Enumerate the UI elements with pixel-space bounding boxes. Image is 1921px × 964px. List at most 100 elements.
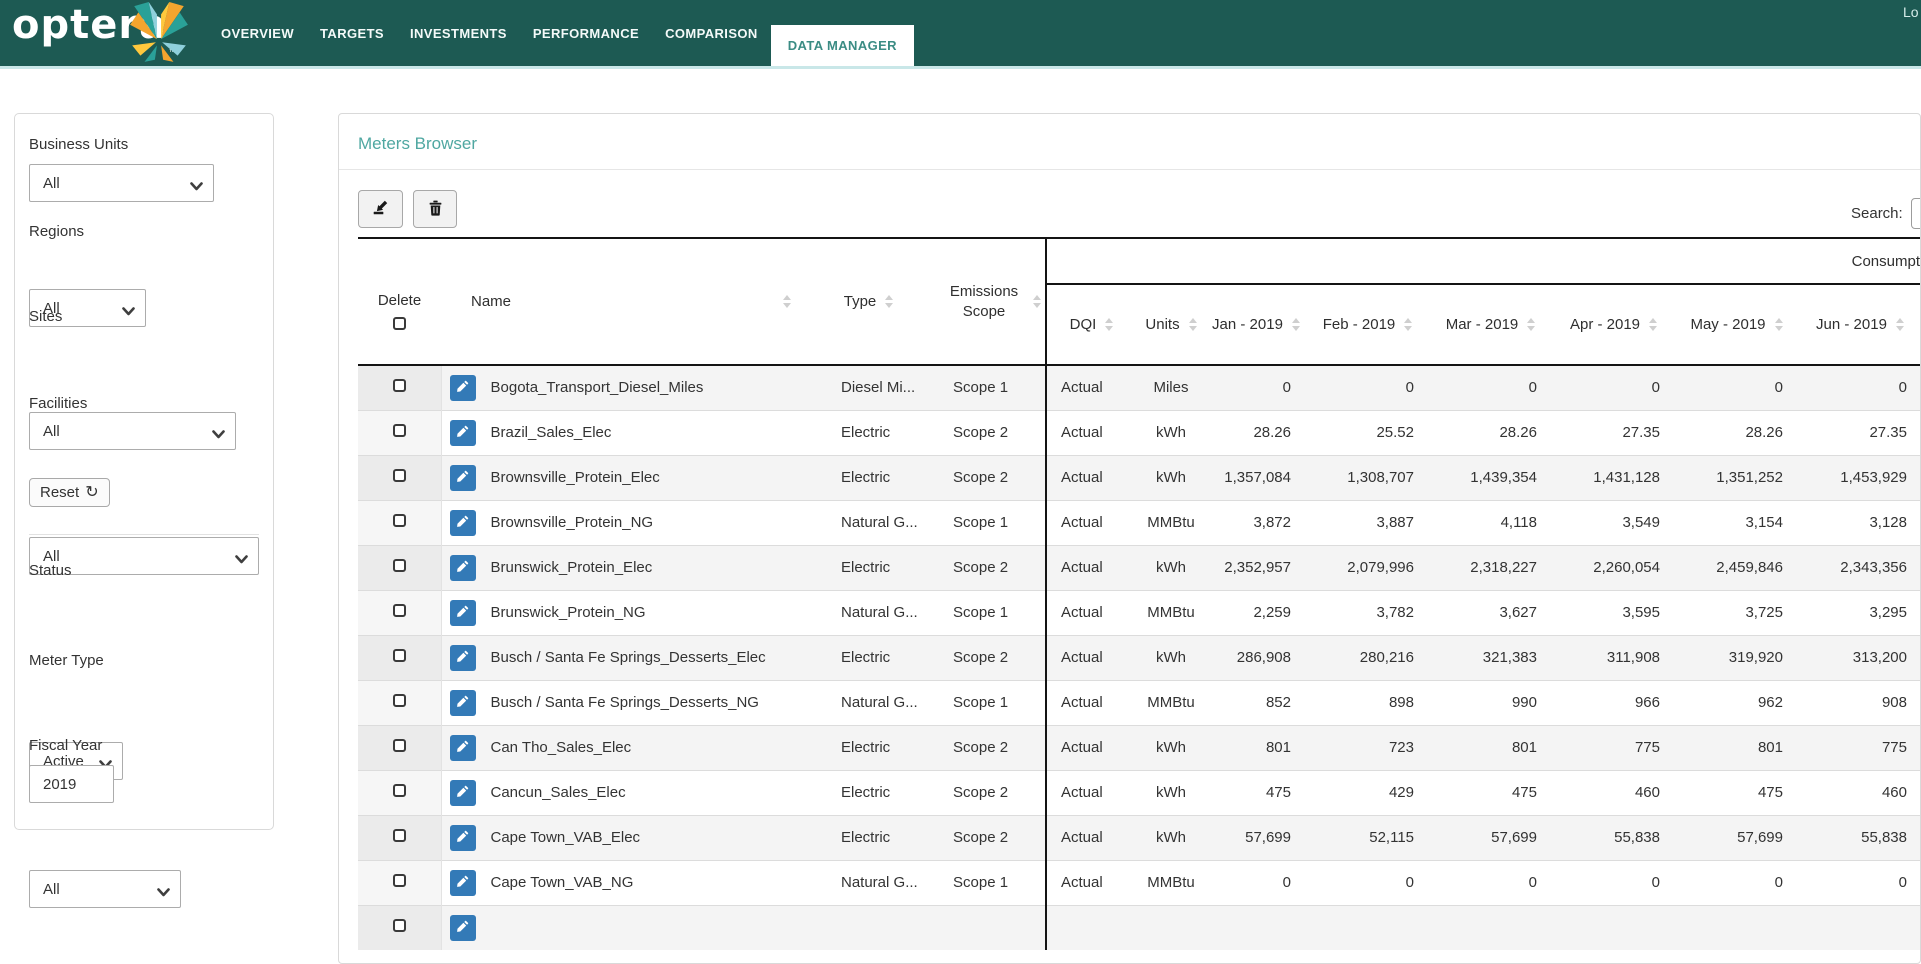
search-input[interactable] xyxy=(1910,198,1920,229)
consumption-value-cell: 27.35 xyxy=(1552,409,1675,455)
consumption-value-cell: 801 xyxy=(1206,724,1306,770)
name-cell-content: Bogota_Transport_Diesel_Miles xyxy=(449,374,802,401)
consumption-value-cell: 475 xyxy=(1675,769,1798,815)
meter-name: Cancun_Sales_Elec xyxy=(490,784,626,801)
type-cell: Electric xyxy=(801,769,936,815)
emissions-scope-cell: Scope 1 xyxy=(936,589,1046,635)
pencil-icon xyxy=(456,605,469,621)
sort-down-arrow-icon xyxy=(783,303,791,308)
page-title[interactable]: Meters Browser xyxy=(358,134,478,153)
nav-item-targets[interactable]: TARGETS xyxy=(320,25,384,41)
consumption-value-cell: 1,439,354 xyxy=(1429,454,1552,500)
col-header-units[interactable]: Units xyxy=(1136,284,1206,366)
header-cell: Jan - 2019 xyxy=(1206,316,1306,333)
dqi-cell: Actual xyxy=(1045,365,1136,410)
logout-link[interactable]: Lo xyxy=(1903,4,1919,20)
col-header-apr-2019[interactable]: Apr - 2019 xyxy=(1552,284,1675,366)
consumption-value-cell: 1,308,707 xyxy=(1306,454,1429,500)
meter-type-select[interactable]: All xyxy=(29,870,181,908)
row-checkbox[interactable] xyxy=(392,649,406,662)
pencil-icon xyxy=(456,740,469,756)
row-checkbox[interactable] xyxy=(392,469,406,482)
units-cell: MMBtu xyxy=(1136,679,1206,725)
col-header-name[interactable]: Name xyxy=(441,238,801,366)
nav-item-comparison[interactable]: COMPARISON xyxy=(665,25,758,41)
edit-button[interactable] xyxy=(449,779,476,806)
consumption-value-cell: 852 xyxy=(1206,679,1306,725)
nav-item-investments[interactable]: INVESTMENTS xyxy=(409,25,507,41)
edit-button[interactable] xyxy=(449,419,476,446)
col-header-mar-2019[interactable]: Mar - 2019 xyxy=(1429,284,1552,366)
fiscal-year-input[interactable] xyxy=(29,765,114,803)
delete-selected-button[interactable] xyxy=(413,190,457,228)
row-checkbox[interactable] xyxy=(392,514,406,527)
sort-up-arrow-icon xyxy=(1033,295,1041,300)
edit-button[interactable] xyxy=(449,509,476,536)
col-header-jun-2019[interactable]: Jun - 2019 xyxy=(1798,284,1920,366)
column-label: Type xyxy=(843,293,877,310)
consumption-value-cell: 55,838 xyxy=(1798,814,1920,860)
pencil-icon xyxy=(456,515,469,531)
col-header-jan-2019[interactable]: Jan - 2019 xyxy=(1206,284,1306,366)
row-checkbox[interactable] xyxy=(392,919,406,933)
col-header-type[interactable]: Type xyxy=(801,238,936,366)
reset-button[interactable]: Reset ↻ xyxy=(29,478,110,507)
nav-item-performance[interactable]: PERFORMANCE xyxy=(532,25,640,41)
row-checkbox[interactable] xyxy=(392,604,406,617)
consumption-value-cell: 475 xyxy=(1206,769,1306,815)
export-button[interactable] xyxy=(358,190,403,228)
edit-button[interactable] xyxy=(449,644,476,671)
regions-select[interactable]: All xyxy=(29,289,146,327)
edit-button[interactable] xyxy=(449,374,476,401)
column-label: Jun - 2019 xyxy=(1816,316,1887,333)
consumption-value-cell: 0 xyxy=(1552,859,1675,905)
column-label: Feb - 2019 xyxy=(1322,316,1396,333)
meters-browser-panel: Meters Browser xyxy=(338,113,1921,964)
edit-button[interactable] xyxy=(449,689,476,716)
butterfly-logo-icon xyxy=(128,2,190,71)
col-header-dqi[interactable]: DQI xyxy=(1045,284,1136,366)
dqi-cell: Actual xyxy=(1045,859,1136,905)
consumption-value-cell: 28.26 xyxy=(1429,409,1552,455)
consumption-value-cell: 801 xyxy=(1429,724,1552,770)
select-all-checkbox[interactable] xyxy=(393,316,406,330)
header-cell: Mar - 2019 xyxy=(1429,316,1552,333)
row-checkbox[interactable] xyxy=(392,829,406,842)
row-checkbox[interactable] xyxy=(392,559,406,572)
units-cell: MMBtu xyxy=(1136,589,1206,635)
row-checkbox[interactable] xyxy=(392,379,406,393)
dqi-cell: Actual xyxy=(1045,814,1136,860)
meter-name: Bogota_Transport_Diesel_Miles xyxy=(490,379,704,397)
delete-cell xyxy=(358,454,442,500)
nav-item-data-manager[interactable]: DATA MANAGER xyxy=(770,25,914,66)
row-checkbox[interactable] xyxy=(392,874,406,887)
consumption-value-cell: 908 xyxy=(1798,679,1920,725)
consumption-value-cell: 1,453,929 xyxy=(1798,454,1920,500)
row-checkbox[interactable] xyxy=(392,424,406,437)
column-label: Name xyxy=(471,293,512,310)
facilities-select[interactable]: All xyxy=(29,537,259,575)
edit-button[interactable] xyxy=(449,554,476,581)
consumption-value-cell: 0 xyxy=(1206,859,1306,905)
edit-button[interactable] xyxy=(449,734,476,761)
sites-select[interactable]: All xyxy=(29,412,236,450)
emissions-scope-cell: Scope 2 xyxy=(936,769,1046,815)
table-row: Brazil_Sales_Elec Electric Scope 2 Actual kW… xyxy=(358,409,1920,455)
business-units-select[interactable]: All xyxy=(29,164,214,202)
regions-label: Regions xyxy=(29,223,85,240)
units-cell: kWh xyxy=(1136,634,1206,680)
edit-button[interactable] xyxy=(449,464,476,491)
sites-label: Sites xyxy=(29,308,63,325)
row-checkbox[interactable] xyxy=(392,694,406,707)
col-header-may-2019[interactable]: May - 2019 xyxy=(1675,284,1798,366)
edit-button[interactable] xyxy=(449,824,476,851)
edit-button[interactable] xyxy=(449,599,476,626)
edit-button[interactable] xyxy=(449,869,476,896)
col-header-emissions-scope[interactable]: Emissions Scope xyxy=(936,238,1046,366)
nav-item-overview[interactable]: OVERVIEW xyxy=(221,25,295,41)
col-header-feb-2019[interactable]: Feb - 2019 xyxy=(1306,284,1429,366)
edit-button[interactable] xyxy=(449,914,476,941)
consumption-value-cell: 0 xyxy=(1898,379,1907,397)
row-checkbox[interactable] xyxy=(392,739,406,752)
row-checkbox[interactable] xyxy=(392,784,406,797)
